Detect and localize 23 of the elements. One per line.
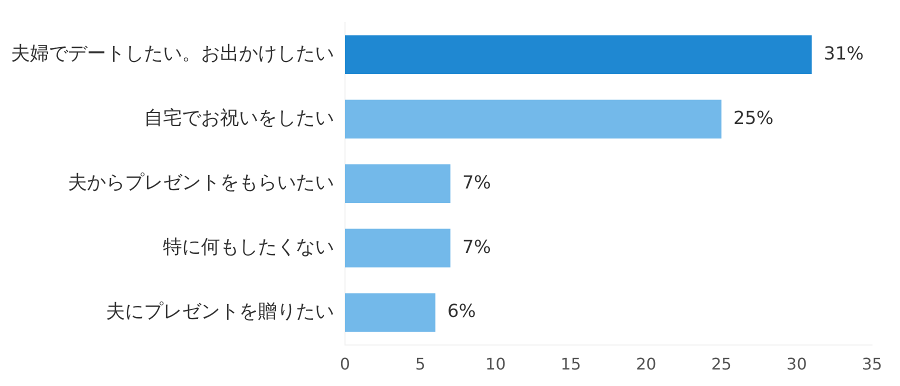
y-tick-label: 自宅でお祝いをしたい [144, 107, 334, 130]
y-tick-label: 特に何もしたくない [163, 236, 334, 258]
bar [345, 35, 812, 74]
y-tick-label: 夫にプレゼントを贈りたい [106, 300, 334, 322]
y-tick-label: 夫からプレゼントをもらいたい [68, 172, 334, 194]
bar [345, 100, 722, 138]
x-tick-label: 10 [485, 354, 506, 374]
x-tick-label: 20 [636, 354, 656, 374]
x-tick-label: 5 [415, 354, 426, 374]
bar [345, 228, 450, 268]
data-label: 31% [824, 43, 864, 64]
x-tick-label: 25 [711, 354, 732, 374]
data-label: 7% [462, 236, 491, 258]
x-tick-label: 30 [786, 354, 807, 374]
bar [345, 164, 450, 203]
y-tick-label: 夫婦でデートしたい。お出かけしたい [11, 42, 334, 65]
x-tick-label: 15 [560, 354, 582, 374]
data-label: 6% [447, 301, 476, 322]
data-label: 7% [462, 172, 491, 194]
data-label: 25% [733, 108, 774, 129]
x-tick-label: 35 [862, 354, 882, 374]
x-tick-label: 0 [340, 354, 350, 374]
bar [345, 293, 436, 332]
